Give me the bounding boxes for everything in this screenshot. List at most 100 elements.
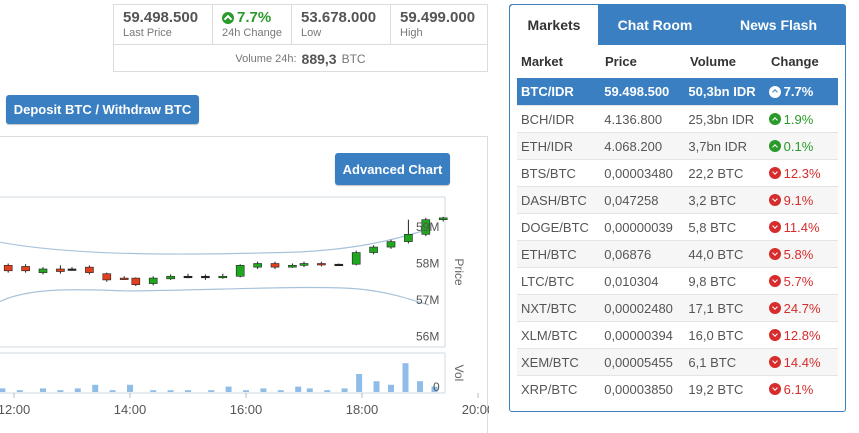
market-change-value: 5.7% <box>783 273 814 289</box>
candle <box>38 267 48 275</box>
low-label: Low <box>301 27 322 39</box>
table-row[interactable]: BTC/IDR 59.498.500 50,3bn IDR 7.7% <box>517 78 838 105</box>
y-tick-label: 58M <box>416 257 439 271</box>
volume-bar <box>225 386 232 392</box>
candle <box>351 250 361 266</box>
advanced-chart-button[interactable]: Advanced Chart <box>335 153 450 185</box>
stat-24h-change: 7.7% 24h Change <box>213 5 292 44</box>
market-name: DOGE/BTC <box>521 219 589 235</box>
arrow-down-circle-icon <box>768 248 781 260</box>
volume-24h-unit: BTC <box>341 51 366 66</box>
market-volume: 3,2 BTC <box>688 192 737 208</box>
market-volume: 16,0 BTC <box>688 327 744 343</box>
market-change: 24.7% <box>768 301 838 316</box>
volume-bar <box>57 390 64 392</box>
candle <box>166 274 175 280</box>
market-volume: 22,2 BTC <box>688 165 744 181</box>
market-name: DASH/BTC <box>521 192 587 208</box>
market-name: ETH/BTC <box>521 246 577 262</box>
market-change-value: 6.1% <box>783 381 814 397</box>
market-change: 9.1% <box>768 193 838 208</box>
market-change: 11.4% <box>768 219 838 235</box>
col-volume[interactable]: Volume <box>690 54 736 69</box>
arrow-down-circle-icon <box>768 221 781 233</box>
markets-panel: Markets Chat Room News Flash Market Pric… <box>509 4 846 412</box>
volume-bar <box>74 388 81 392</box>
candle <box>288 263 297 268</box>
volume-bar <box>402 363 409 392</box>
high-label: High <box>400 27 423 39</box>
y-tick-label: 57M <box>416 293 439 307</box>
candle <box>3 263 13 273</box>
arrow-down-circle-icon <box>768 329 781 341</box>
market-change: 7.7% <box>768 84 838 99</box>
market-price: 0,010304 <box>604 273 659 289</box>
market-name: BTC/IDR <box>521 84 574 99</box>
volume-bar <box>185 390 191 392</box>
volume-bar <box>92 384 99 392</box>
volume-bar <box>16 390 23 392</box>
market-change-value: 7.7% <box>783 84 814 99</box>
volume-bar <box>40 388 46 392</box>
market-volume: 3,7bn IDR <box>688 138 747 154</box>
x-tick-label: 18:00 <box>346 402 379 417</box>
market-price: 0,06876 <box>604 246 652 262</box>
table-row[interactable]: BCH/IDR 4.136.800 25,3bn IDR 1.9% <box>517 105 838 132</box>
col-price[interactable]: Price <box>605 54 637 69</box>
last-price-value: 59.498.500 <box>123 9 199 26</box>
market-change: 1.9% <box>768 112 838 127</box>
table-row[interactable]: DOGE/BTC 0,00000039 5,8 BTC 11.4% <box>517 213 838 240</box>
volume-bar <box>388 384 394 392</box>
tab-chat-room[interactable]: Chat Room <box>617 17 693 33</box>
market-name: BTS/BTC <box>521 165 576 181</box>
volume-axis-label: Vol <box>452 365 466 382</box>
table-row[interactable]: ETH/IDR 4.068.200 3,7bn IDR 0.1% <box>517 132 838 159</box>
candle <box>201 274 210 280</box>
volume-bar <box>324 390 331 392</box>
arrow-down-circle-icon <box>768 167 781 179</box>
table-row[interactable]: LTC/BTC 0,010304 9,8 BTC 5.7% <box>517 267 838 294</box>
market-name: BCH/IDR <box>521 111 575 127</box>
market-volume: 50,3bn IDR <box>688 84 756 99</box>
volume-24h-value: 889,3 <box>301 50 337 67</box>
market-change: 12.8% <box>768 328 838 343</box>
tab-markets[interactable]: Markets <box>510 5 598 45</box>
market-change-value: 11.4% <box>783 219 820 235</box>
table-row[interactable]: BTS/BTC 0,00003480 22,2 BTC 12.3% <box>517 159 838 186</box>
ticker-stats: 59.498.500 Last Price 7.7% 24h Change 53… <box>113 4 488 72</box>
market-change: 5.7% <box>768 273 838 289</box>
candle <box>386 239 396 249</box>
y-tick-label: 59M <box>416 220 439 234</box>
stat-low: 53.678.000 Low <box>292 5 391 44</box>
candle <box>299 261 309 268</box>
market-name: ETH/IDR <box>521 138 573 154</box>
arrow-up-circle-icon <box>768 113 781 125</box>
market-volume: 5,8 BTC <box>688 219 737 235</box>
tab-news-flash[interactable]: News Flash <box>739 17 818 33</box>
price-chart-panel: 59M 58M 57M 56M 12:00 14:00 16:00 18:00 20:00 P… <box>0 136 489 433</box>
price-chart[interactable]: 59M 58M 57M 56M 12:00 14:00 16:00 18:00 20:00 P… <box>0 137 489 433</box>
candle <box>235 264 245 278</box>
candle <box>270 261 280 269</box>
table-row[interactable]: XLM/BTC 0,00000394 16,0 BTC 12.8% <box>517 321 838 348</box>
volume-bar <box>417 381 423 392</box>
market-price: 0,00000394 <box>604 327 673 343</box>
market-name: XLM/BTC <box>521 327 578 343</box>
table-row[interactable]: NXT/BTC 0,00002480 17,1 BTC 24.7% <box>517 294 838 321</box>
x-tick-label: 20:00 <box>462 402 489 417</box>
price-axis-label: Price <box>452 258 466 286</box>
col-market[interactable]: Market <box>521 54 563 69</box>
table-row[interactable]: DASH/BTC 0,047258 3,2 BTC 9.1% <box>517 186 838 213</box>
deposit-withdraw-button[interactable]: Deposit BTC / Withdraw BTC <box>6 95 199 124</box>
market-volume: 25,3bn IDR <box>688 111 755 127</box>
table-row[interactable]: XEM/BTC 0,00005455 6,1 BTC 14.4% <box>517 348 838 375</box>
volume-bar <box>150 390 157 392</box>
candle <box>369 245 378 255</box>
table-row[interactable]: ETH/BTC 0,06876 44,0 BTC 5.8% <box>517 240 838 267</box>
col-change[interactable]: Change <box>771 54 819 69</box>
arrow-up-circle-icon <box>222 11 234 24</box>
volume-bar <box>109 390 116 392</box>
market-name: XRP/BTC <box>521 381 578 397</box>
arrow-down-circle-icon <box>768 194 781 206</box>
table-row[interactable]: XRP/BTC 0,00003850 19,2 BTC 6.1% <box>517 375 838 402</box>
